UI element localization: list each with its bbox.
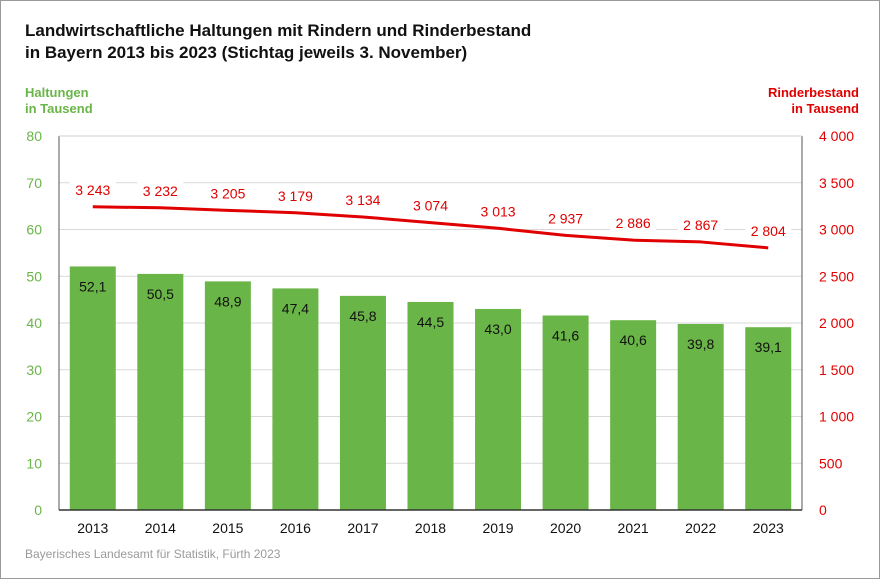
x-axis-tick-label: 2016 [280,520,311,536]
bar [542,315,589,510]
left-axis-tick-label: 0 [34,502,42,518]
line-label-background [407,196,454,215]
x-axis-tick-label: 2015 [212,520,243,536]
bar [745,327,792,510]
line-data-label: 2 937 [548,210,583,226]
right-axis-tick-label: 500 [819,455,843,471]
left-axis-tick-label: 50 [26,268,42,284]
line-label-background [745,221,792,240]
bar-data-label: 50,5 [147,286,174,302]
left-axis-title-line-2: in Tausend [25,101,93,116]
x-axis-tick-label: 2023 [753,520,784,536]
source-note: Bayerisches Landesamt für Statistik, Für… [25,547,281,561]
bar-data-label: 41,6 [552,328,579,344]
right-axis-tick-label: 1 500 [819,362,854,378]
bar-data-label: 40,6 [620,332,647,348]
left-axis-tick-label: 40 [26,315,42,331]
right-axis-tick-label: 1 000 [819,409,854,425]
x-axis-tick-label: 2017 [347,520,378,536]
line-data-label: 3 013 [481,203,516,219]
bar [272,288,319,510]
right-axis-tick-label: 3 000 [819,222,854,238]
bar-data-label: 43,0 [484,321,511,337]
line-data-label: 2 867 [683,217,718,233]
bar [475,308,522,510]
x-axis-tick-label: 2014 [145,520,176,536]
bar [204,281,251,510]
chart-title-line-1: Landwirtschaftliche Haltungen mit Rinder… [25,21,532,40]
rinderbestand-line [92,205,769,250]
x-axis-tick-label: 2018 [415,520,446,536]
chart-title-line-2: in Bayern 2013 bis 2023 (Stichtag jeweil… [25,43,468,62]
right-axis-tick-label: 2 500 [819,268,854,284]
line-label-background [204,184,251,203]
line-label-background [677,215,724,234]
bar [69,266,116,510]
left-axis-tick-label: 10 [26,455,42,471]
right-axis-title-line-2: in Tausend [791,101,859,116]
bar-data-label: 52,1 [79,278,106,294]
line-data-label: 3 232 [143,183,178,199]
bar [137,273,184,510]
right-axis-tick-label: 3 500 [819,175,854,191]
right-axis-title-line-1: Rinderbestand [767,85,859,100]
line-label-background [339,190,386,209]
left-axis-tick-label: 60 [26,222,42,238]
bar-data-label: 39,8 [687,336,714,352]
x-axis-tick-label: 2021 [618,520,649,536]
line-data-label: 3 134 [345,192,380,208]
bar [407,301,454,510]
line-label-background [542,209,589,228]
bar-data-label: 44,5 [417,314,444,330]
x-axis-tick-label: 2020 [550,520,581,536]
line-data-label: 2 886 [616,215,651,231]
line-data-label: 3 205 [210,185,245,201]
left-axis-tick-label: 20 [26,409,42,425]
left-axis-title-line-1: Haltungen [25,85,89,100]
bar [677,323,724,510]
x-axis-tick-label: 2019 [482,520,513,536]
left-axis-title: Haltungen in Tausend [25,85,93,117]
bar-data-label: 45,8 [349,308,376,324]
right-axis-tick-label: 4 000 [819,128,854,144]
line-label-background [475,202,522,221]
right-axis-title: Rinderbestand in Tausend [768,85,859,117]
line-label-background [69,180,116,199]
bar-data-label: 39,1 [755,339,782,355]
left-axis-tick-label: 30 [26,362,42,378]
left-axis-tick-label: 70 [26,175,42,191]
x-axis-tick-label: 2022 [685,520,716,536]
line-label-background [272,186,319,205]
bar-data-label: 47,4 [282,300,309,316]
x-axis-tick-label: 2013 [77,520,108,536]
line-data-label: 3 179 [278,188,313,204]
line-label-background [610,214,657,233]
bar-data-label: 48,9 [214,293,241,309]
right-axis-tick-label: 2 000 [819,315,854,331]
line-data-label: 3 074 [413,198,448,214]
bar [339,295,386,510]
line-data-label: 3 243 [75,182,110,198]
right-axis-tick-label: 0 [819,502,827,518]
left-axis-tick-label: 80 [26,128,42,144]
line-data-label: 2 804 [751,223,786,239]
bar [610,320,657,510]
line-label-background [137,181,184,200]
